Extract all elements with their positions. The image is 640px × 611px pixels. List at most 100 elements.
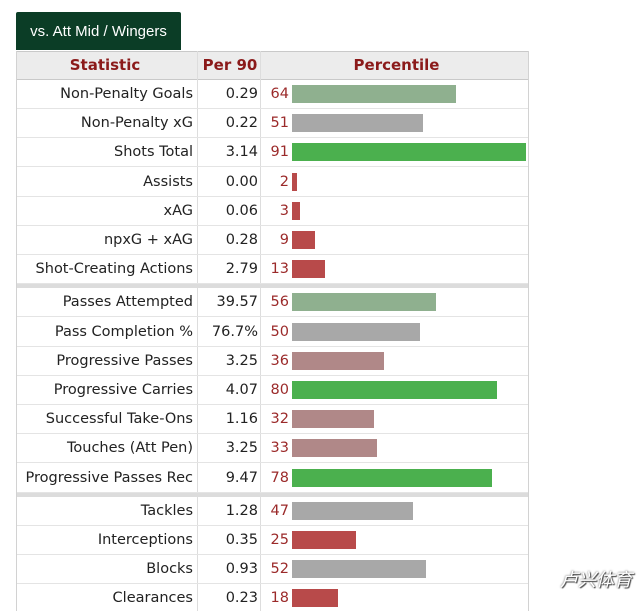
table-row: Successful Take-Ons 1.16 32 (17, 405, 528, 435)
stat-name: Progressive Carries (53, 382, 193, 398)
table-row: Blocks 0.93 52 (17, 555, 528, 585)
stat-name: Interceptions (97, 532, 193, 548)
per90-value: 0.93 (225, 561, 258, 578)
percentile-bar (292, 381, 497, 399)
table-row: Shots Total 3.14 91 (17, 138, 528, 168)
per90-value: 0.22 (225, 115, 258, 132)
table-row: Pass Completion % 76.7% 50 (17, 318, 528, 347)
percentile-value: 56 (270, 294, 289, 311)
per90-value: 3.14 (225, 144, 258, 161)
tab-vs-att-mid-wingers[interactable]: vs. Att Mid / Wingers (16, 12, 181, 50)
stat-name: Tackles (140, 502, 193, 519)
per90-value: 39.57 (216, 294, 258, 311)
per90-value: 2.79 (225, 261, 258, 278)
percentile-value: 13 (270, 261, 289, 278)
stat-name: Clearances (112, 590, 193, 607)
per90-value: 0.35 (225, 532, 258, 548)
percentile-bar (292, 410, 374, 429)
percentile-value: 64 (270, 86, 289, 102)
table-header: Statistic Per 90 Percentile (17, 51, 528, 80)
stat-name: xAG (163, 202, 193, 219)
stat-name: Shots Total (114, 144, 193, 161)
table-row: Non-Penalty xG 0.22 51 (17, 109, 528, 139)
header-statistic[interactable]: Statistic (69, 56, 141, 74)
stat-name: Shot-Creating Actions (35, 261, 193, 278)
percentile-value: 25 (270, 532, 289, 548)
per90-value: 0.23 (225, 590, 258, 607)
table-row: Interceptions 0.35 25 (17, 526, 528, 555)
percentile-value: 47 (270, 502, 289, 519)
per90-value: 4.07 (225, 382, 258, 398)
column-divider (260, 51, 261, 611)
stat-name: Touches (Att Pen) (67, 440, 193, 457)
percentile-bar (292, 531, 356, 549)
percentile-bar (292, 501, 413, 520)
per90-value: 3.25 (225, 440, 258, 457)
table-row: Progressive Carries 4.07 80 (17, 376, 528, 405)
per90-value: 76.7% (211, 323, 258, 340)
percentile-bar (292, 231, 315, 249)
percentile-value: 52 (270, 561, 289, 578)
percentile-value: 80 (270, 382, 289, 398)
per90-value: 0.06 (225, 202, 258, 219)
percentile-value: 2 (279, 173, 289, 190)
percentile-bar (292, 114, 423, 133)
group-separator (17, 492, 528, 497)
stat-name: Assists (143, 173, 193, 190)
percentile-bar (292, 439, 377, 458)
table-row: Clearances 0.23 18 (17, 584, 528, 611)
table-row: Tackles 1.28 47 (17, 497, 528, 526)
table-row: Passes Attempted 39.57 56 (17, 288, 528, 318)
per90-value: 0.00 (225, 173, 258, 190)
percentile-value: 33 (270, 440, 289, 457)
per90-value: 1.28 (225, 502, 258, 519)
per90-value: 9.47 (225, 469, 258, 486)
watermark: 卢兴体育 (560, 570, 632, 591)
percentile-value: 9 (279, 232, 289, 248)
percentile-bar (292, 143, 526, 162)
percentile-bar (292, 260, 325, 279)
stat-name: Progressive Passes (56, 352, 193, 369)
percentile-value: 50 (270, 323, 289, 340)
table-row: Assists 0.00 2 (17, 168, 528, 197)
column-divider (197, 51, 198, 611)
percentile-bar (292, 85, 456, 103)
scouting-report-table: Statistic Per 90 Percentile Non-Penalty … (16, 51, 529, 611)
percentile-bar (292, 468, 492, 487)
table-row: Shot-Creating Actions 2.79 13 (17, 255, 528, 285)
header-percentile[interactable]: Percentile (353, 56, 440, 74)
percentile-bar (292, 560, 426, 579)
stat-name: npxG + xAG (103, 232, 193, 248)
group-separator (17, 284, 528, 289)
stat-name: Successful Take-Ons (45, 411, 193, 428)
percentile-value: 36 (270, 352, 289, 369)
percentile-bar (292, 293, 436, 312)
stat-name: Non-Penalty xG (80, 115, 193, 132)
stat-name: Non-Penalty Goals (60, 86, 193, 102)
table-row: Touches (Att Pen) 3.25 33 (17, 434, 528, 464)
percentile-bar (292, 201, 300, 220)
stat-name: Passes Attempted (62, 294, 193, 311)
header-per90[interactable]: Per 90 (202, 56, 258, 74)
tab-label: vs. Att Mid / Wingers (30, 22, 167, 40)
per90-value: 3.25 (225, 352, 258, 369)
percentile-bar (292, 351, 384, 370)
stat-name: Pass Completion % (54, 323, 193, 340)
percentile-value: 78 (270, 469, 289, 486)
table-row: xAG 0.06 3 (17, 197, 528, 226)
table-row: npxG + xAG 0.28 9 (17, 226, 528, 255)
per90-value: 0.28 (225, 232, 258, 248)
table-row: Progressive Passes Rec 9.47 78 (17, 464, 528, 493)
percentile-value: 32 (270, 411, 289, 428)
percentile-value: 18 (270, 590, 289, 607)
percentile-value: 3 (279, 202, 289, 219)
per90-value: 0.29 (225, 86, 258, 102)
stat-name: Progressive Passes Rec (25, 469, 193, 486)
percentile-value: 51 (270, 115, 289, 132)
table-row: Progressive Passes 3.25 36 (17, 347, 528, 376)
table-row: Non-Penalty Goals 0.29 64 (17, 80, 528, 109)
per90-value: 1.16 (225, 411, 258, 428)
stat-name: Blocks (146, 561, 193, 578)
percentile-bar (292, 322, 420, 341)
percentile-bar (292, 172, 297, 191)
